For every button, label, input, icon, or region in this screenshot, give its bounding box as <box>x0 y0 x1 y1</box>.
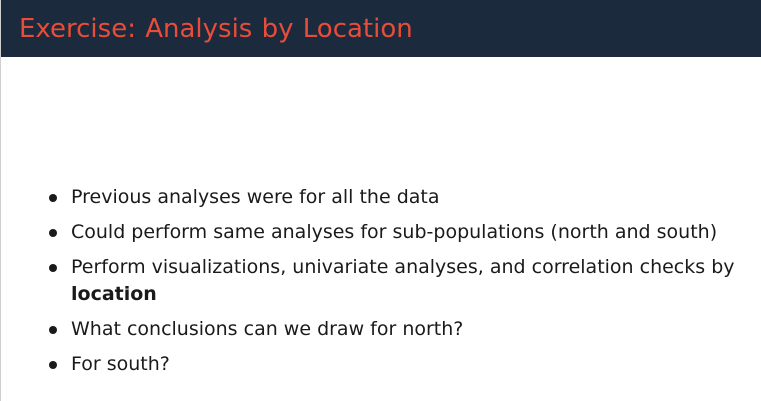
bullet-dot-icon <box>49 361 57 369</box>
bullet-text: Could perform same analyses for sub-popu… <box>71 221 718 243</box>
bullet-text: What conclusions can we draw for north? <box>71 318 464 340</box>
bullet-text: Previous analyses were for all the data <box>71 186 440 208</box>
bullet-emphasis-location: location <box>71 283 157 305</box>
bullet-item-south: For south? <box>49 351 749 378</box>
bullet-item-previous-analyses: Previous analyses were for all the data <box>49 184 749 211</box>
slide-title: Exercise: Analysis by Location <box>19 14 413 44</box>
bullet-item-visualizations: Perform visualizations, univariate analy… <box>49 254 749 308</box>
bullet-dot-icon <box>49 264 57 272</box>
bullet-item-sub-populations: Could perform same analyses for sub-popu… <box>49 219 749 246</box>
bullet-list: Previous analyses were for all the data … <box>49 184 749 386</box>
bullet-text: For south? <box>71 353 170 375</box>
bullet-dot-icon <box>49 326 57 334</box>
bullet-item-north-conclusions: What conclusions can we draw for north? <box>49 316 749 343</box>
title-bar: Exercise: Analysis by Location <box>1 0 761 57</box>
bullet-dot-icon <box>49 194 57 202</box>
bullet-dot-icon <box>49 229 57 237</box>
bullet-text: Perform visualizations, univariate analy… <box>71 256 735 278</box>
